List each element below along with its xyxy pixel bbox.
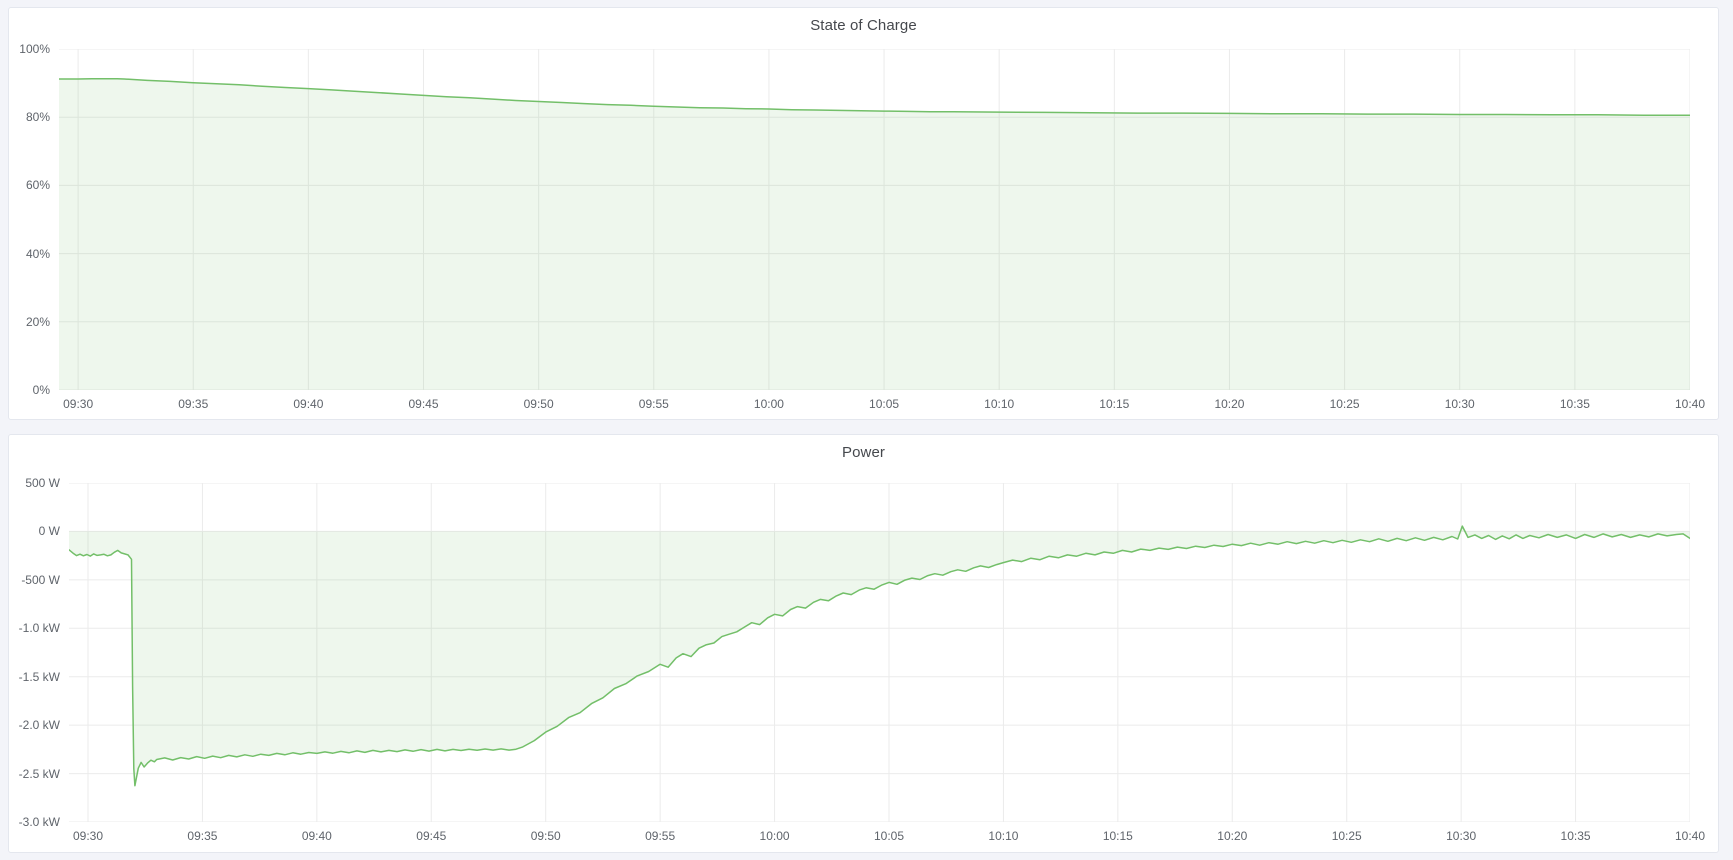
y-axis-tick-label: 20%: [25, 314, 50, 329]
series-line: [69, 525, 1690, 787]
x-axis-tick-label: 10:35: [1560, 829, 1591, 843]
panel-title-state-of-charge[interactable]: State of Charge: [810, 17, 917, 34]
x-axis-tick-label: 10:00: [759, 829, 790, 843]
x-axis-tick-label: 09:50: [523, 397, 554, 411]
y-axis-tick-label: 0 W: [38, 524, 60, 539]
x-axis-tick-label: 09:50: [530, 829, 561, 843]
panel-state-of-charge: State of Charge 100% 80% 60% 40% 20% 0% 09:30 0…: [8, 7, 1719, 420]
y-axis-tick-label: -3.0 kW: [18, 815, 60, 829]
x-axis-tick-label: 09:35: [178, 397, 209, 411]
x-axis-tick-label: 10:15: [1099, 397, 1130, 411]
x-axis-tick-label: 10:00: [753, 397, 784, 411]
x-axis-tick-label: 10:15: [1102, 829, 1133, 843]
series-line: [59, 77, 1690, 116]
soc-chart-canvas[interactable]: [59, 49, 1690, 390]
panel-power: Power 500 W 0 W -500 W -1.0 kW -1.5 kW -2.0 k…: [8, 434, 1719, 853]
panel-title-power[interactable]: Power: [841, 444, 886, 461]
power-chart-canvas[interactable]: [69, 483, 1690, 822]
x-axis-tick-label: 09:55: [638, 397, 669, 411]
x-axis-tick-label: 09:30: [63, 397, 94, 411]
series-area-fill: [69, 526, 1690, 786]
x-axis-tick-label: 10:40: [1674, 397, 1706, 411]
y-axis-tick-label: -2.5 kW: [18, 766, 60, 781]
x-axis-tick-label: 10:20: [1217, 829, 1248, 843]
x-axis-tick-label: 10:40: [1674, 829, 1706, 843]
x-axis-tick-label: 09:40: [293, 397, 324, 411]
x-axis-tick-label: 09:45: [416, 829, 447, 843]
y-axis-tick-label: 60%: [25, 178, 50, 193]
x-axis-tick-label: 09:40: [301, 829, 332, 843]
x-axis-tick-label: 10:35: [1559, 397, 1590, 411]
y-axis-tick-label: -1.0 kW: [18, 621, 60, 636]
x-axis-tick-label: 09:30: [72, 829, 103, 843]
series-area-fill: [59, 78, 1690, 390]
y-axis-tick-label: 40%: [25, 246, 50, 261]
x-axis-tick-label: 09:35: [187, 829, 218, 843]
y-axis-tick-label: -500 W: [21, 572, 60, 587]
x-axis-tick-label: 10:10: [984, 397, 1015, 411]
x-axis-tick-label: 10:05: [869, 397, 900, 411]
y-axis-tick-label: 0%: [32, 383, 50, 397]
x-axis-tick-label: 10:10: [988, 829, 1019, 843]
y-axis-tick-label: 80%: [25, 110, 50, 125]
x-axis-tick-label: 10:25: [1331, 829, 1362, 843]
chart-svg: [59, 49, 1690, 390]
x-axis-tick-label: 09:55: [645, 829, 676, 843]
x-axis-tick-label: 10:30: [1444, 397, 1475, 411]
x-axis-tick-label: 10:20: [1214, 397, 1245, 411]
chart-svg: [69, 483, 1690, 822]
y-axis-tick-label: -2.0 kW: [18, 718, 60, 733]
y-axis-tick-label: -1.5 kW: [18, 669, 60, 684]
x-axis-tick-label: 09:45: [408, 397, 439, 411]
y-axis-tick-label: 100%: [19, 42, 50, 56]
x-axis-tick-label: 10:30: [1446, 829, 1477, 843]
y-axis-tick-label: 500 W: [25, 476, 60, 490]
x-axis-tick-label: 10:25: [1329, 397, 1360, 411]
x-axis-tick-label: 10:05: [873, 829, 904, 843]
